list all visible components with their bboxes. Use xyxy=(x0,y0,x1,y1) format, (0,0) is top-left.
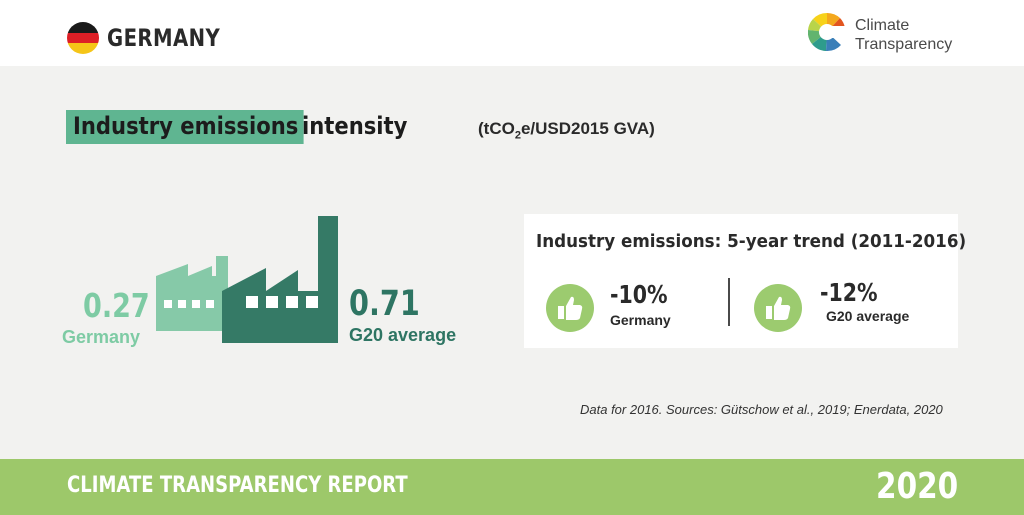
section-heading: Industry emissions intensity (tCO2e/USD2… xyxy=(66,110,655,144)
logo-text: Climate Transparency xyxy=(855,16,952,54)
logo-line-2: Transparency xyxy=(855,36,953,53)
factory-comparison-icon xyxy=(156,216,338,343)
germany-flag-icon xyxy=(67,22,99,54)
header-bar: GERMANY Climate Transparency xyxy=(0,0,1024,66)
trend-g20-value: -12% xyxy=(820,278,878,307)
g20-value: 0.71 xyxy=(349,284,420,324)
heading-rest: intensity xyxy=(302,112,408,140)
trend-germany-value: -10% xyxy=(610,280,668,309)
logo-line-1: Climate xyxy=(855,17,910,34)
footer-bar: CLIMATE TRANSPARENCY REPORT 2020 xyxy=(0,459,1024,515)
germany-value: 0.27 xyxy=(83,286,150,325)
trend-card: Industry emissions: 5-year trend (2011-2… xyxy=(524,214,966,348)
trend-g20-label: G20 average xyxy=(826,308,910,324)
country-title: GERMANY xyxy=(107,24,221,52)
source-note: Data for 2016. Sources: Gütschow et al.,… xyxy=(580,402,943,417)
footer-year: 2020 xyxy=(875,466,958,507)
trend-title: Industry emissions: 5-year trend (2011-2… xyxy=(536,231,967,252)
trend-germany-label: Germany xyxy=(610,312,671,328)
thumbs-up-icon xyxy=(546,284,594,332)
thumbs-up-icon xyxy=(754,284,802,332)
germany-label: Germany xyxy=(62,327,141,347)
footer-title: CLIMATE TRANSPARENCY REPORT xyxy=(67,473,408,498)
g20-label: G20 average xyxy=(349,325,457,345)
climate-transparency-logo-icon xyxy=(808,12,846,52)
heading-unit: (tCO2e/USD2015 GVA) xyxy=(478,119,655,142)
trend-divider xyxy=(728,278,730,326)
heading-highlight: Industry emissions xyxy=(66,110,304,144)
